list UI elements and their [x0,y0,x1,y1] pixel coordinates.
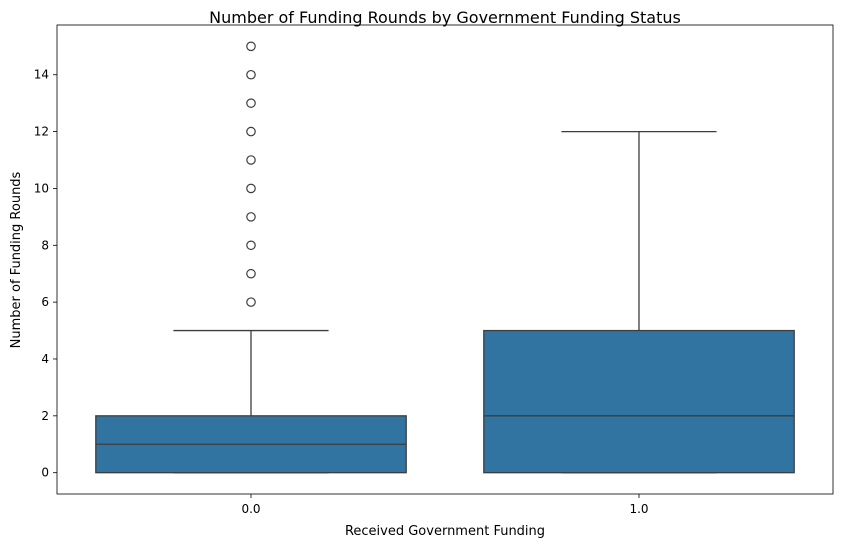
y-tick-label: 4 [41,352,49,366]
x-axis-label: Received Government Funding [345,524,545,539]
x-tick-label: 1.0 [629,502,648,516]
box-iqr [483,329,795,474]
y-tick-label: 8 [41,238,49,252]
chart-title: Number of Funding Rounds by Government F… [209,8,681,27]
y-tick-label: 12 [34,125,49,139]
plot-area [95,41,795,474]
outlier-point [246,240,256,251]
outlier-point [246,155,256,165]
outlier-point [246,183,256,194]
y-tick-label: 2 [41,409,49,423]
x-axis: 0.0 1.0 [241,494,649,516]
box-group-0.0 [95,41,407,474]
y-tick-label: 6 [41,295,49,309]
outlier-point [246,41,256,52]
outlier-point [246,126,256,137]
y-axis: 0 2 4 6 8 10 12 14 [34,68,57,480]
outlier-point [246,69,256,80]
plot-frame [56,24,834,495]
y-tick-label: 10 [34,181,49,195]
outlier-point [246,212,256,222]
outlier-point [246,297,256,307]
outlier-point [246,98,256,108]
x-tick-label: 0.0 [241,502,260,516]
y-tick-label: 14 [34,68,49,82]
y-axis-label: Number of Funding Rounds [9,171,24,348]
y-tick-label: 0 [41,466,49,480]
box-group-1.0 [483,130,795,474]
outlier-point [246,268,256,279]
